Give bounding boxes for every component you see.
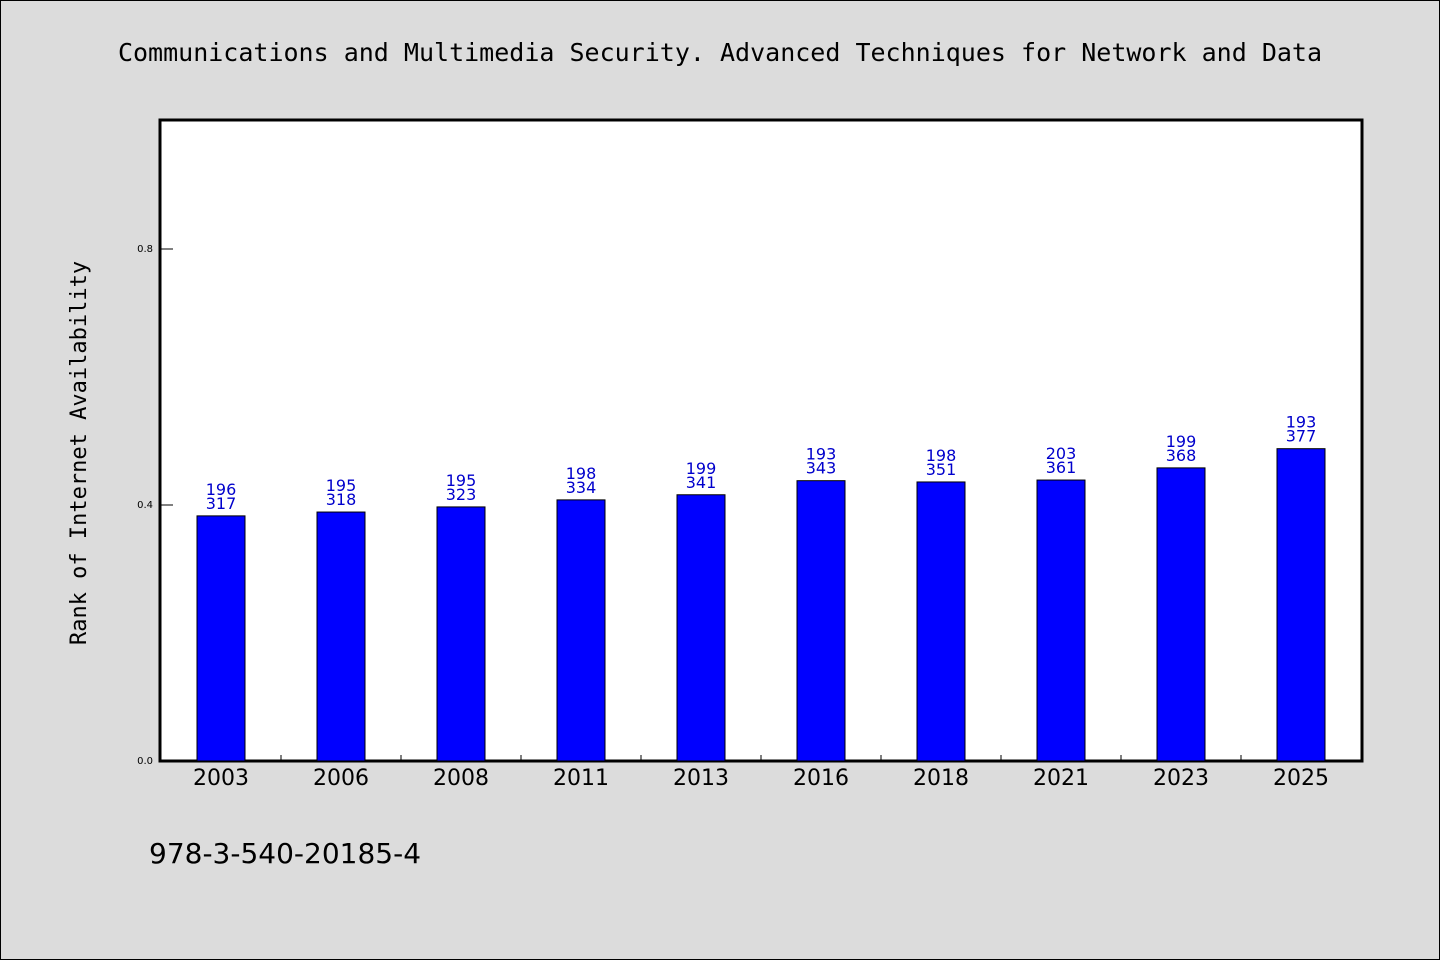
chart-title: Communications and Multimedia Security. … [118,38,1322,67]
bar-label-top: 199 [1166,432,1197,451]
y-axis-ticks: 0.0 0.4 0.8 [137,244,173,767]
bar-label-top: 193 [806,445,837,464]
bar-label-top: 195 [446,471,477,490]
bar [676,494,726,762]
x-tick-label: 2011 [553,766,609,791]
bar-label-bottom: 361 [1046,458,1077,477]
bar [196,515,246,762]
bar-label-bottom: 317 [206,494,237,513]
bar [1036,479,1086,762]
bar-label-top: 193 [1286,413,1317,432]
bar [436,506,486,762]
x-axis-ticks: 2003 2006 2008 2011 2013 2016 2018 2021 2023 2025 [193,755,1329,791]
x-tick-label: 2025 [1273,766,1329,791]
x-tick-label: 2016 [793,766,849,791]
bar [1156,467,1206,762]
bar-label-bottom: 334 [566,478,597,497]
y-axis-label: Rank of Internet Availability [67,261,92,645]
value-labels: 1963171953181953231983341993411933431983… [206,413,1317,513]
bar-label-bottom: 323 [446,485,477,504]
x-tick-label: 2023 [1153,766,1209,791]
bar [556,499,606,762]
x-tick-label: 2021 [1033,766,1089,791]
y-tick-label: 0.0 [137,756,153,767]
footer-isbn: 978-3-540-20185-4 [149,837,421,870]
y-tick-label: 0.8 [137,244,153,255]
bar-label-top: 198 [926,446,957,465]
bar-label-bottom: 368 [1166,446,1197,465]
x-tick-label: 2008 [433,766,489,791]
x-tick-label: 2006 [313,766,369,791]
bar-label-top: 198 [566,464,597,483]
bar-series [196,448,1326,762]
x-tick-label: 2013 [673,766,729,791]
bar-label-top: 196 [206,480,237,499]
bar-label-bottom: 343 [806,459,837,478]
bar-label-top: 195 [326,476,357,495]
bar [796,480,846,762]
bar-label-top: 199 [686,459,717,478]
x-tick-label: 2018 [913,766,969,791]
bar-label-top: 203 [1046,444,1077,463]
bar-label-bottom: 377 [1286,427,1317,446]
y-tick-label: 0.4 [137,500,153,511]
x-tick-label: 2003 [193,766,249,791]
bar-label-bottom: 318 [326,490,357,509]
bar-label-bottom: 341 [686,473,717,492]
bar [1276,448,1326,762]
bar [916,481,966,762]
bar-label-bottom: 351 [926,460,957,479]
bar [316,511,366,762]
